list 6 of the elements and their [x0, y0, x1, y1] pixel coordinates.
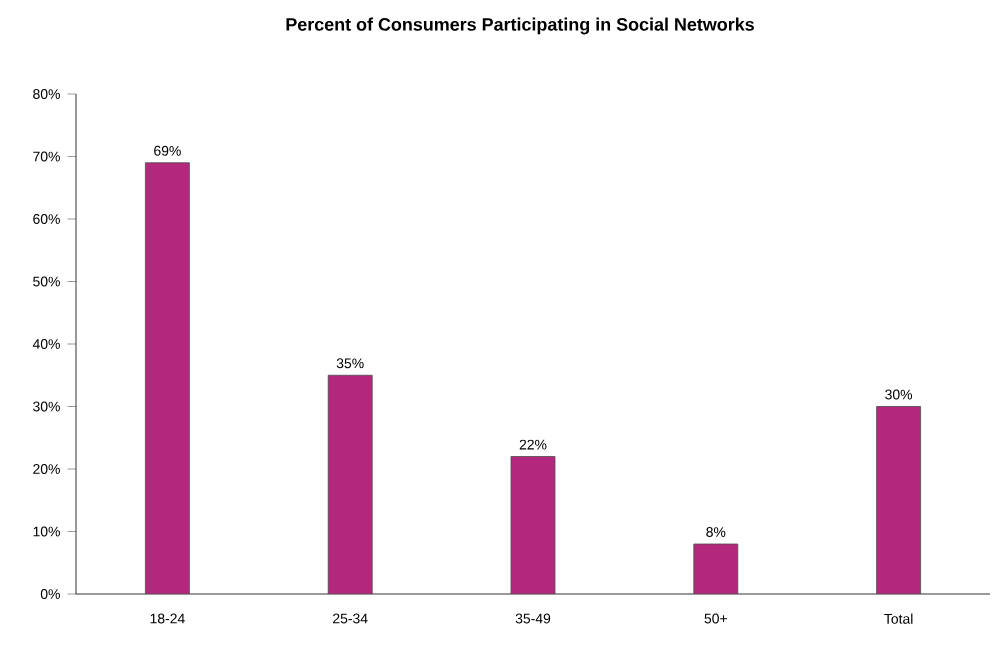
bar [327, 374, 373, 594]
bar [510, 456, 556, 594]
bar [145, 162, 190, 594]
bar [876, 406, 921, 594]
bar [693, 543, 739, 594]
chart-title: Percent of Consumers Participating in Social Networks [286, 17, 754, 35]
